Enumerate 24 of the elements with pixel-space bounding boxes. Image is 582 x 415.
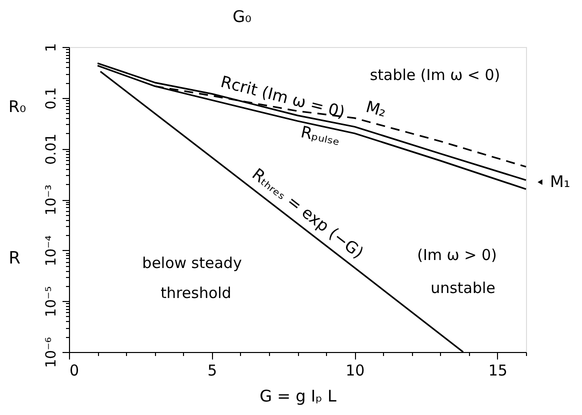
- x-tick-label: 0: [70, 362, 80, 380]
- annotation: unstable: [430, 279, 496, 297]
- text: Rₚᵤₗₛₑ: [299, 122, 342, 150]
- y-tick-label: 0.1: [44, 87, 60, 110]
- text: M₂: [364, 97, 388, 121]
- y-tick-label: 10⁻³: [44, 184, 60, 216]
- y-tick-label: 10⁻⁵: [44, 286, 60, 318]
- text: R₀: [8, 97, 26, 116]
- annotation: M₁: [550, 172, 570, 192]
- annotation: threshold: [160, 284, 232, 302]
- x-tick-label: 10: [346, 362, 365, 380]
- annotation: (Im ω > 0): [417, 246, 497, 264]
- annotation: below steady: [142, 254, 242, 272]
- y-axis-title: R: [8, 248, 21, 268]
- x-tick-label: 15: [488, 362, 508, 380]
- x-tick-label: 5: [208, 362, 218, 380]
- y-tick-label: 1: [44, 43, 60, 52]
- text: G₀: [232, 7, 252, 26]
- annotation: stable (Im ω < 0): [370, 66, 500, 84]
- x-axis-title: G = g Iₚ L: [260, 386, 336, 406]
- y-tick-label: 10⁻⁴: [44, 235, 60, 266]
- y-tick-label: 10⁻⁶: [44, 336, 60, 368]
- text: Rcrit (Im ω = 0): [218, 72, 347, 122]
- y-tick-label: 0.01: [44, 134, 60, 165]
